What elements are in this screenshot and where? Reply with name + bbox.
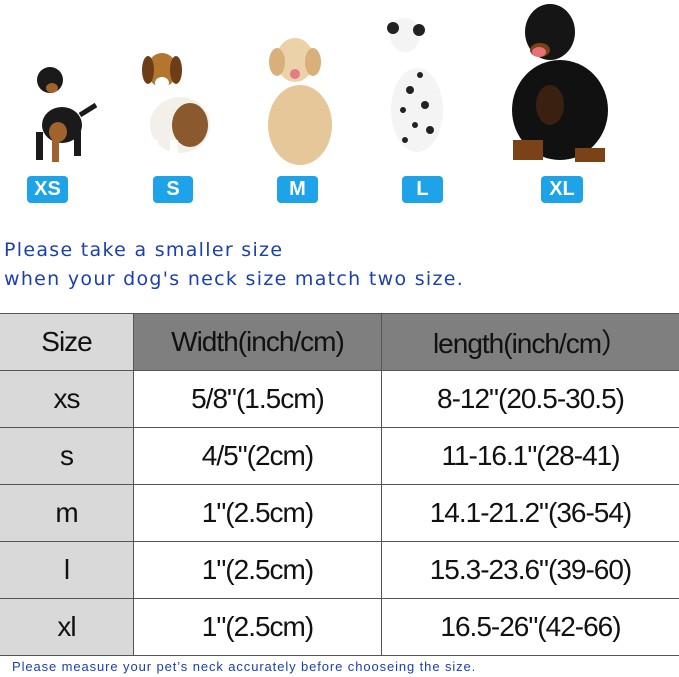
size-badge-xl: XL — [541, 176, 583, 203]
header-width: Width(inch/cm) — [133, 313, 382, 371]
cell-width: 1"(2.5cm) — [133, 484, 382, 542]
dog-image-m — [268, 38, 332, 165]
cell-size: xl — [0, 598, 134, 656]
cell-length: 15.3-23.6"(39-60) — [381, 541, 679, 599]
cell-width: 4/5"(2cm) — [133, 427, 382, 485]
size-table: Size Width(inch/cm) length(inch/cm） xs 5/… — [0, 313, 679, 656]
cell-size: l — [0, 541, 134, 599]
header-length: length(inch/cm） — [381, 313, 679, 371]
dog-image-xs — [36, 67, 97, 162]
cell-size: s — [0, 427, 134, 485]
cell-width: 1"(2.5cm) — [133, 598, 382, 656]
cell-size: xs — [0, 370, 134, 428]
cell-size: m — [0, 484, 134, 542]
table-header-row: Size Width(inch/cm) length(inch/cm） — [0, 313, 679, 371]
table-row: xl 1"(2.5cm) 16.5-26"(42-66) — [0, 598, 679, 656]
size-badge-m: M — [277, 176, 318, 203]
dog-image-l — [387, 18, 443, 152]
size-note-line1: Please take a smaller size — [4, 239, 284, 261]
dog-image-s — [142, 53, 210, 162]
cell-width: 1"(2.5cm) — [133, 541, 382, 599]
header-size: Size — [0, 313, 134, 371]
dog-image-xl — [512, 4, 608, 162]
cell-length: 16.5-26"(42-66) — [381, 598, 679, 656]
table-row: l 1"(2.5cm) 15.3-23.6"(39-60) — [0, 541, 679, 599]
size-badge-s: S — [153, 176, 193, 203]
footer-note: Please measure your pet’s neck accuratel… — [12, 659, 477, 674]
cell-length: 11-16.1"(28-41) — [381, 427, 679, 485]
table-row: xs 5/8"(1.5cm) 8-12"(20.5-30.5) — [0, 370, 679, 428]
table-row: m 1"(2.5cm) 14.1-21.2"(36-54) — [0, 484, 679, 542]
cell-length: 14.1-21.2"(36-54) — [381, 484, 679, 542]
cell-length: 8-12"(20.5-30.5) — [381, 370, 679, 428]
size-note-line2: when your dog's neck size match two size… — [4, 268, 465, 290]
table-row: s 4/5"(2cm) 11-16.1"(28-41) — [0, 427, 679, 485]
size-badge-xs: XS — [27, 176, 68, 203]
size-badge-l: L — [402, 176, 443, 203]
cell-width: 5/8"(1.5cm) — [133, 370, 382, 428]
